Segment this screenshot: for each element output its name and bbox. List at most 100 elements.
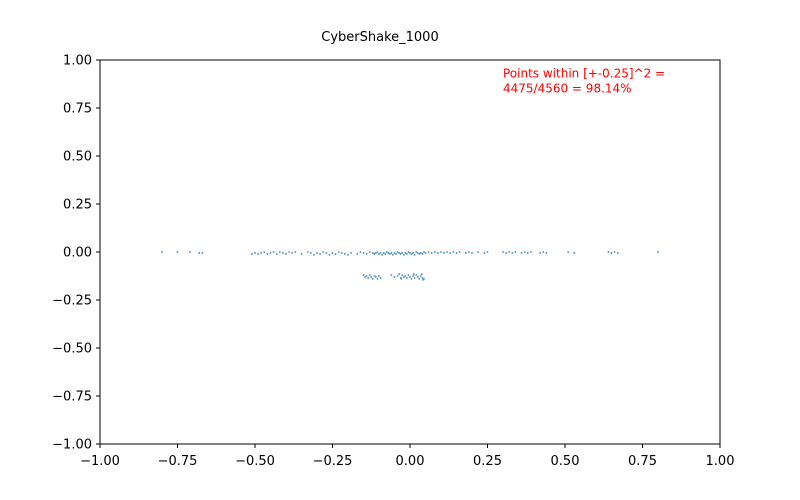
scatter-point <box>322 251 325 253</box>
scatter-point <box>272 251 275 253</box>
scatter-point <box>390 252 393 254</box>
scatter-point <box>368 274 371 276</box>
scatter-point <box>486 251 489 253</box>
scatter-point <box>401 274 404 276</box>
scatter-point <box>412 273 415 275</box>
scatter-point <box>396 275 399 277</box>
scatter-point <box>464 252 467 254</box>
annotation-line: Points within [+-0.25]^2 = <box>503 66 665 80</box>
scatter-point <box>430 252 433 254</box>
scatter-point <box>365 253 368 255</box>
scatter-point <box>313 253 315 256</box>
scatter-point <box>477 251 480 253</box>
scatter-point <box>282 252 284 254</box>
y-tick-label: −1.00 <box>52 438 92 453</box>
scatter-point <box>381 253 383 256</box>
scatter-point <box>514 251 517 253</box>
scatter-point <box>446 251 449 253</box>
scatter-point <box>395 253 397 255</box>
scatter-point <box>347 253 349 256</box>
scatter-point <box>410 253 413 255</box>
scatter-point <box>300 253 303 255</box>
scatter-point <box>337 251 340 253</box>
scatter-point <box>545 252 548 254</box>
scatter-point <box>334 253 337 255</box>
scatter-point <box>402 276 405 278</box>
scatter-point <box>375 276 377 278</box>
x-tick-label: −0.25 <box>313 454 353 469</box>
scatter-point <box>359 251 362 253</box>
scatter-point <box>530 251 532 253</box>
scatter-point <box>201 252 204 254</box>
scatter-point <box>176 251 179 253</box>
annotation-line: 4475/4560 = 98.14% <box>503 81 632 95</box>
scatter-point <box>416 276 419 278</box>
scatter-point <box>398 252 401 254</box>
scatter-point <box>409 276 411 278</box>
scatter-point <box>328 253 331 256</box>
scatter-point <box>362 274 365 276</box>
x-tick-label: 0.75 <box>628 454 657 469</box>
scatter-point <box>387 252 390 254</box>
scatter-point <box>373 253 376 255</box>
scatter-point <box>404 252 407 254</box>
scatter-point <box>198 252 201 254</box>
scatter-point <box>520 252 523 254</box>
scatter-point <box>419 275 422 277</box>
points-within-annotation: Points within [+-0.25]^2 = 4475/4560 = 9… <box>503 66 669 95</box>
scatter-point <box>316 252 318 254</box>
scatter-point <box>440 251 442 253</box>
scatter-point <box>607 251 610 253</box>
scatter-point <box>319 253 321 255</box>
scatter-point <box>331 252 334 254</box>
y-axis: 1.00 0.75 0.50 0.25 0.00 −0.25 −0.50 −0.75 −1.00 <box>52 54 100 453</box>
scatter-point <box>376 251 379 253</box>
scatter-point <box>189 251 191 253</box>
scatter-point <box>294 251 297 253</box>
scatter-point <box>508 251 511 253</box>
scatter-point <box>373 275 376 277</box>
scatter-point <box>407 251 410 253</box>
scatter-point <box>285 253 287 255</box>
scatter-point <box>407 274 410 276</box>
scatter-point <box>427 251 430 253</box>
scatter-point <box>567 251 569 253</box>
x-tick-label: 0.50 <box>551 454 580 469</box>
scatter-point <box>523 251 526 253</box>
scatter-point <box>526 252 529 254</box>
scatter-point <box>542 251 545 253</box>
scatter-point <box>511 252 514 254</box>
chart-title: CyberShake_1000 <box>321 30 438 45</box>
scatter-point <box>404 275 407 277</box>
scatter-point <box>421 277 424 279</box>
scatter-point <box>390 274 393 276</box>
scatter-point <box>613 251 616 253</box>
scatter-point <box>415 274 418 276</box>
scatter-point <box>502 251 504 253</box>
scatter-point <box>419 252 422 254</box>
x-tick-label: 0.00 <box>396 454 425 469</box>
scatter-point <box>416 252 419 254</box>
y-tick-label: −0.75 <box>52 390 92 405</box>
scatter-point <box>449 252 452 254</box>
plot-area-frame <box>99 59 721 445</box>
scatter-point <box>350 252 352 254</box>
scatter-point <box>254 252 256 254</box>
scatter-points <box>161 251 659 281</box>
scatter-point <box>433 251 436 253</box>
x-tick-label: −0.50 <box>235 454 275 469</box>
scatter-point <box>455 252 458 254</box>
scatter-point <box>406 277 408 279</box>
scatter-point <box>452 251 455 253</box>
scatter-point <box>616 252 619 254</box>
scatter-point <box>378 253 380 255</box>
scatter-point <box>412 275 414 277</box>
scatter-point <box>610 252 613 254</box>
scatter-point <box>367 277 370 279</box>
scatter-point <box>375 252 377 254</box>
scatter-point <box>423 251 425 253</box>
y-tick-label: 0.50 <box>63 150 92 165</box>
scatter-point <box>365 275 368 277</box>
y-tick-label: 0.25 <box>63 198 92 213</box>
